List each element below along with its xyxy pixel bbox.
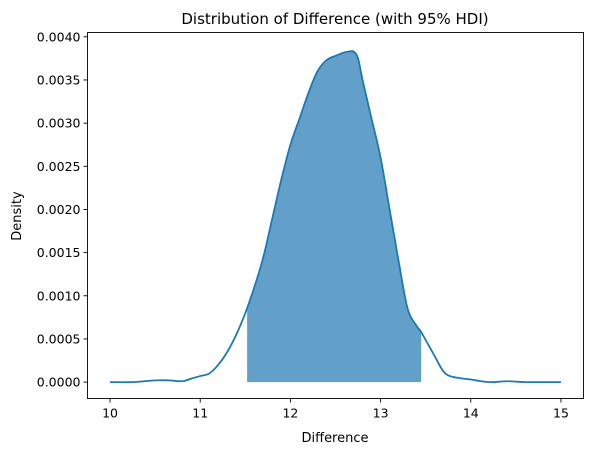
x-axis: 10 11 12 13 14 15 xyxy=(102,398,569,421)
x-axis-label: Difference xyxy=(301,431,368,446)
y-tick-label: 0.0005 xyxy=(37,331,81,346)
x-tick-label: 13 xyxy=(373,406,389,421)
chart-title: Distribution of Difference (with 95% HDI… xyxy=(181,10,488,28)
y-tick-label: 0.0025 xyxy=(37,159,81,174)
y-tick-label: 0.0010 xyxy=(37,288,81,303)
hdi-fill-area xyxy=(247,50,422,383)
density-line xyxy=(110,50,561,384)
x-tick-label: 11 xyxy=(192,406,208,421)
x-tick-label: 14 xyxy=(463,406,479,421)
y-axis: 0.0000 0.0005 0.0010 0.0015 0.0020 0.0025 0.00… xyxy=(37,29,88,390)
y-axis-label: Density xyxy=(10,191,25,241)
y-tick-label: 0.0000 xyxy=(37,375,81,390)
y-tick-label: 0.0020 xyxy=(37,202,81,217)
x-tick-label: 15 xyxy=(553,406,569,421)
y-tick-label: 0.0030 xyxy=(37,116,81,131)
y-tick-label: 0.0015 xyxy=(37,245,81,260)
y-tick-label: 0.0040 xyxy=(37,29,81,44)
x-tick-label: 12 xyxy=(282,406,298,421)
plot-area xyxy=(87,32,584,399)
y-tick-label: 0.0035 xyxy=(37,72,81,87)
x-tick-label: 10 xyxy=(102,406,118,421)
axes-frame xyxy=(87,32,584,399)
